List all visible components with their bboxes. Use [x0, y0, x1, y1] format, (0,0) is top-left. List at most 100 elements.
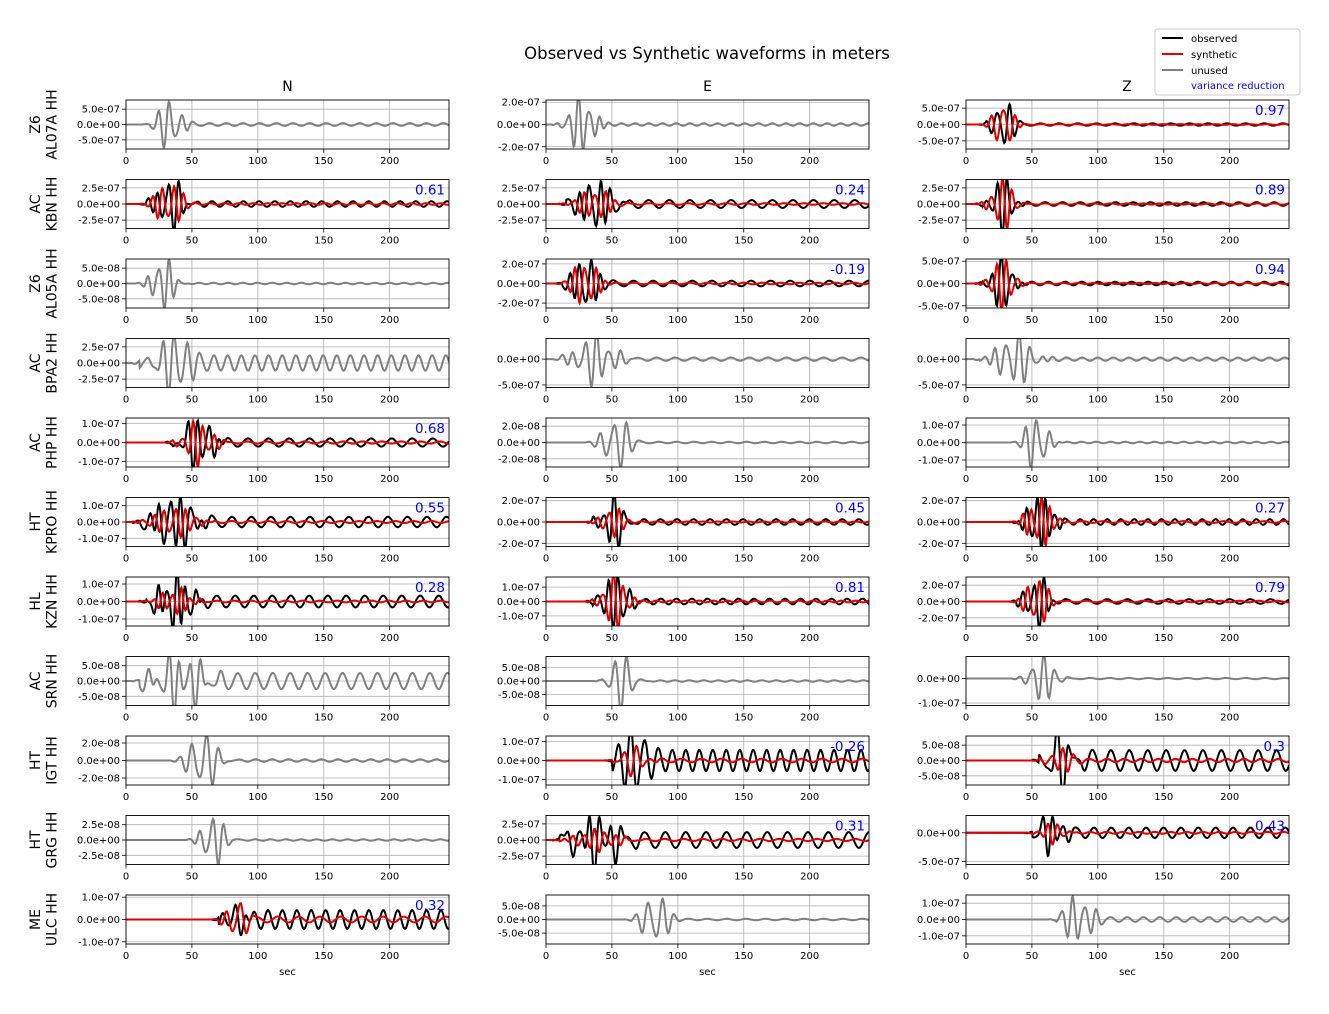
y-tick-label: -5.0e-08 [498, 929, 540, 940]
x-tick-label: 50 [186, 236, 199, 247]
x-tick-label: 200 [800, 395, 819, 406]
observed-trace [126, 179, 449, 229]
x-tick-label: 150 [1154, 156, 1173, 167]
waveform-panel: 0 50 100 150 200 0.0e+00 -5.0e-07 [497, 338, 870, 406]
synthetic-trace [966, 259, 1289, 308]
x-tick-label: 200 [800, 633, 819, 644]
x-tick-label: 0 [123, 395, 129, 406]
x-tick-label: 150 [314, 474, 333, 485]
x-tick-label: 50 [606, 713, 619, 724]
y-tick-label: 5.0e-08 [82, 264, 120, 275]
panel-frame [125, 338, 450, 388]
y-tick-label: 2.0e-07 [922, 581, 960, 592]
panel-frame [125, 258, 450, 309]
waveform-panel: 0 50 100 150 200 1.0e-07 0.0e+00 -1.0e-07 0.28 [77, 576, 450, 644]
x-tick-label: 0 [543, 792, 549, 803]
waveform-panel: 0 50 100 150 200 2.5e-08 0.0e+00 -2.5e-08 [77, 815, 450, 883]
x-tick-label: 100 [1088, 315, 1107, 326]
station-label: ACSRN HH [28, 654, 60, 709]
x-tick-label: 100 [668, 633, 687, 644]
waveform-panel: 0 50 100 150 200 1.0e-07 0.0e+00 -1.0e-07 [917, 417, 1290, 485]
y-tick-label: -5.0e-07 [918, 857, 960, 868]
x-tick-label: 100 [248, 951, 267, 962]
x-tick-label: 0 [963, 792, 969, 803]
x-tick-label: 200 [1220, 713, 1239, 724]
network-code: AC [28, 671, 44, 690]
x-tick-label: 100 [668, 236, 687, 247]
x-tick-label: 100 [1088, 554, 1107, 565]
waveform-panel: 0 50 100 150 200 2.0e-08 0.0e+00 -2.0e-08 [77, 735, 450, 803]
y-tick-label: -1.0e-07 [918, 931, 960, 942]
unused-trace [126, 816, 449, 865]
y-tick-label: -1.0e-07 [78, 457, 120, 468]
panel-frame [545, 258, 870, 309]
x-tick-label: 0 [543, 395, 549, 406]
x-tick-label: 150 [1154, 554, 1173, 565]
x-tick-label: 200 [800, 156, 819, 167]
synthetic-trace [546, 744, 869, 778]
x-tick-label: 150 [314, 315, 333, 326]
x-tick-label: 100 [248, 554, 267, 565]
y-tick-label: 1.0e-07 [82, 501, 120, 512]
variance-reduction-label: 0.94 [1255, 262, 1285, 278]
panel-frame [965, 179, 1290, 229]
x-tick-label: 100 [668, 474, 687, 485]
y-tick-label: 1.0e-07 [502, 737, 540, 748]
y-tick-label: -1.0e-07 [78, 937, 120, 948]
y-tick-label: 0.0e+00 [917, 200, 960, 211]
station-code: ULC HH [44, 893, 60, 946]
y-tick-label: -1.0e-07 [918, 456, 960, 467]
x-tick-label: 50 [1026, 236, 1039, 247]
panel-frame [965, 815, 1290, 865]
x-tick-label: 50 [186, 633, 199, 644]
observed-trace [966, 179, 1289, 229]
y-tick-label: -2.0e-07 [918, 613, 960, 624]
y-tick-label: 0.0e+00 [497, 518, 540, 529]
x-tick-label: 200 [380, 713, 399, 724]
x-tick-label: 0 [123, 872, 129, 883]
station-code: PHP HH [44, 416, 60, 469]
y-tick-label: -2.5e-07 [78, 375, 120, 386]
panel-frame [125, 179, 450, 229]
panel-frame [125, 656, 450, 706]
x-tick-label: 100 [1088, 236, 1107, 247]
x-tick-label: 200 [380, 474, 399, 485]
x-tick-label: 50 [186, 315, 199, 326]
y-tick-label: 5.0e-07 [922, 257, 960, 268]
y-tick-label: -2.0e-07 [918, 539, 960, 550]
x-tick-label: 50 [1026, 872, 1039, 883]
panel-frame [545, 417, 870, 468]
station-label: HTGRG HH [28, 812, 60, 869]
legend-label-variance-reduction: variance reduction [1191, 81, 1285, 92]
x-tick-label: 100 [668, 315, 687, 326]
x-tick-label: 200 [800, 792, 819, 803]
synthetic-trace [546, 827, 869, 854]
x-tick-label: 100 [248, 236, 267, 247]
unused-trace [126, 259, 449, 308]
x-tick-label: 50 [1026, 792, 1039, 803]
x-tick-label: 100 [668, 156, 687, 167]
y-tick-label: -5.0e-08 [78, 294, 120, 305]
waveform-panel: 0 50 100 150 200 5.0e-08 0.0e+00 -5.0e-08 [497, 656, 870, 724]
y-tick-label: 0.0e+00 [917, 828, 960, 839]
unused-trace [966, 895, 1289, 940]
station-code: KZN HH [44, 574, 60, 629]
x-tick-label: 150 [734, 156, 753, 167]
y-tick-label: 2.0e-07 [502, 98, 540, 109]
x-tick-label: 150 [734, 236, 753, 247]
legend-label-synthetic: synthetic [1191, 50, 1237, 61]
y-tick-label: -5.0e-07 [498, 380, 540, 391]
panel-frame [545, 338, 870, 388]
observed-trace [966, 736, 1289, 785]
x-tick-label: 200 [380, 395, 399, 406]
synthetic-trace [966, 746, 1289, 773]
x-tick-label: 150 [314, 951, 333, 962]
x-tick-label: 100 [1088, 395, 1107, 406]
x-tick-label: 0 [123, 792, 129, 803]
x-tick-label: 0 [963, 236, 969, 247]
synthetic-trace [126, 507, 449, 540]
x-tick-label: 150 [1154, 633, 1173, 644]
y-tick-label: 0.0e+00 [77, 518, 120, 529]
synthetic-trace [966, 179, 1289, 229]
x-tick-label: 0 [123, 554, 129, 565]
